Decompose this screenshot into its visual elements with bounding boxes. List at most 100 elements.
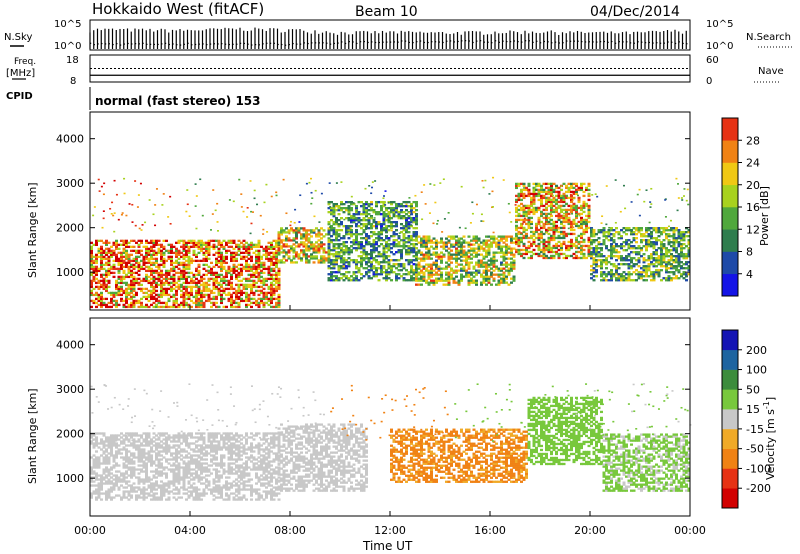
echo-cell — [405, 204, 408, 208]
echo-cell — [590, 233, 593, 236]
echo-cell — [197, 287, 201, 291]
echo-cell — [515, 206, 518, 210]
echo-cell — [330, 235, 333, 238]
echo-cell — [210, 267, 213, 271]
echo-cell — [560, 230, 563, 234]
echo-cell — [535, 192, 538, 196]
echo-cell — [232, 259, 236, 263]
echo-cell — [590, 273, 593, 276]
echo-cell — [575, 214, 578, 218]
echo-cell — [632, 257, 636, 260]
echo-cell — [167, 269, 171, 273]
echo-cell — [675, 249, 678, 252]
echo-cell — [649, 206, 652, 208]
echo-cell — [195, 241, 198, 245]
echo-cell — [672, 231, 676, 234]
echo-cell — [302, 229, 306, 232]
echo-cell — [570, 190, 573, 194]
echo-cell — [310, 177, 313, 180]
echo-cell — [242, 291, 246, 295]
echo-cell — [355, 265, 358, 268]
echo-cell — [347, 251, 351, 254]
echo-cell — [620, 255, 623, 258]
echo-cell — [591, 194, 594, 196]
echo-cell — [560, 198, 563, 202]
echo-cell — [235, 273, 238, 277]
echo-cell — [440, 277, 443, 280]
echo-cell — [335, 217, 338, 220]
echo-cell — [140, 279, 143, 283]
echo-cell — [317, 229, 321, 232]
echo-cell — [215, 275, 218, 279]
echo-cell — [415, 273, 418, 276]
echo-cell — [92, 255, 96, 259]
echo-cell — [390, 200, 393, 204]
echo-cell — [636, 193, 639, 196]
echo-cell — [259, 214, 262, 217]
echo-cell — [142, 287, 146, 291]
echo-cell — [327, 261, 331, 264]
echo-cell — [390, 265, 393, 268]
echo-cell — [420, 269, 423, 272]
echo-cell — [492, 239, 496, 242]
echo-cell — [652, 243, 656, 246]
echo-cell — [532, 190, 536, 194]
echo-cell — [630, 265, 633, 268]
echo-cell — [415, 269, 418, 272]
echo-cell — [634, 228, 637, 230]
echo-cell — [662, 239, 666, 242]
echo-cell — [350, 229, 353, 232]
echo-cell — [105, 289, 108, 293]
echo-cell — [465, 263, 468, 266]
echo-cell — [405, 269, 408, 272]
echo-cell — [215, 271, 218, 275]
echo-cell — [195, 269, 198, 273]
echo-cell — [410, 208, 413, 212]
echo-cell — [400, 223, 403, 226]
echo-cell — [265, 247, 268, 251]
echo-cell — [425, 281, 428, 284]
echo-cell — [530, 200, 533, 204]
echo-cell — [535, 188, 538, 192]
echo-cell — [425, 243, 428, 246]
echo-cell — [330, 200, 333, 204]
echo-cell — [137, 263, 141, 267]
echo-cell — [360, 257, 363, 260]
echo-cell — [687, 269, 691, 272]
echo-cell — [182, 263, 186, 267]
echo-cell — [515, 234, 518, 238]
echo-cell — [290, 227, 293, 230]
echo-cell — [187, 259, 191, 263]
echo-cell — [152, 277, 156, 281]
echo-cell — [360, 223, 363, 226]
echo-cell — [482, 239, 486, 242]
echo-cell — [270, 289, 273, 293]
echo-cell — [635, 273, 638, 276]
echo-cell — [285, 253, 288, 256]
echo-cell — [372, 219, 376, 222]
echo-cell — [395, 263, 398, 266]
echo-cell — [607, 239, 611, 242]
echo-cell — [647, 263, 651, 266]
echo-cell — [130, 253, 133, 257]
echo-cell — [300, 235, 303, 238]
echo-cell — [642, 271, 646, 274]
echo-cell — [577, 212, 581, 216]
echo-cell — [340, 267, 343, 270]
echo-cell — [422, 257, 426, 260]
echo-cell — [592, 241, 596, 244]
echo-cell — [247, 277, 251, 281]
echo-cell — [460, 255, 463, 258]
echo-cell — [260, 265, 263, 269]
echo-cell — [235, 253, 238, 257]
echo-cell — [445, 273, 448, 276]
echo-cell — [505, 269, 508, 272]
echo-cell — [685, 273, 688, 276]
echo-cell — [117, 269, 121, 273]
echo-cell — [155, 271, 158, 275]
echo-cell — [472, 279, 476, 282]
echo-cell — [610, 263, 613, 266]
echo-cell — [612, 263, 616, 266]
echo-cell — [582, 218, 586, 222]
echo-cell — [255, 255, 258, 259]
